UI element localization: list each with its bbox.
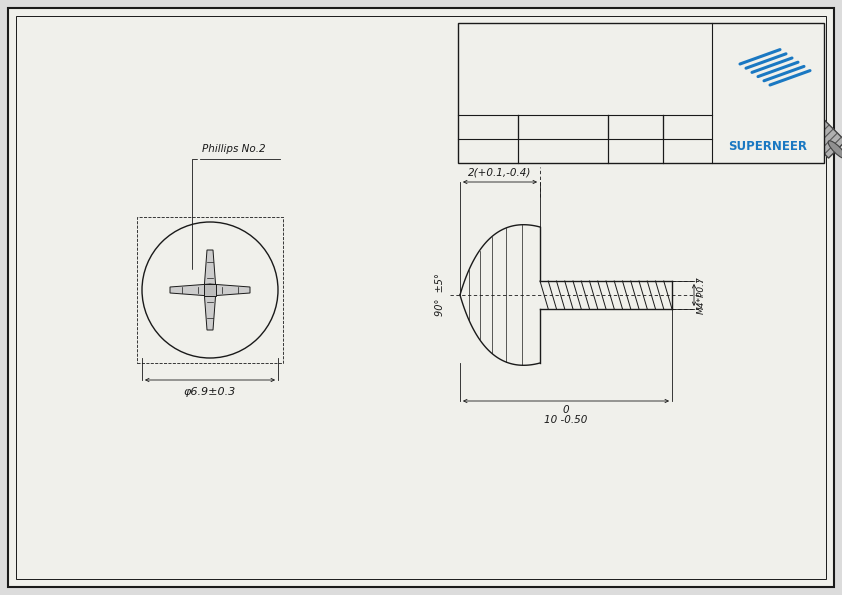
Text: GBMIPPM410B: GBMIPPM410B [666, 141, 737, 151]
Ellipse shape [829, 141, 842, 158]
Text: 0: 0 [562, 405, 569, 415]
FancyArrow shape [701, 88, 779, 92]
Bar [137, 217, 283, 363]
Polygon shape [204, 290, 216, 330]
Text: 10 -0.50: 10 -0.50 [544, 415, 588, 425]
Ellipse shape [683, 70, 797, 117]
Text: Black: Black [666, 117, 692, 127]
Text: 1.117    g: 1.117 g [521, 141, 568, 151]
Text: P/N: P/N [611, 141, 627, 151]
Ellipse shape [685, 68, 795, 112]
Text: Phillips No.2: Phillips No.2 [202, 144, 265, 154]
Text: Material: Material [461, 117, 501, 127]
Text: 2(+0.1,-0.4): 2(+0.1,-0.4) [468, 167, 531, 177]
Polygon shape [170, 284, 210, 296]
Bar [204, 284, 216, 296]
Bar [458, 23, 824, 163]
Text: Description: Description [461, 26, 517, 36]
Polygon shape [204, 250, 216, 290]
Text: M4*P0.7: M4*P0.7 [697, 276, 706, 314]
Polygon shape [775, 88, 842, 158]
Text: Weight: Weight [461, 141, 496, 151]
Text: SUPERNEER: SUPERNEER [728, 140, 807, 153]
Text: Flat Head Screw M4 X 10 mm Steel Black: Flat Head Screw M4 X 10 mm Steel Black [461, 39, 676, 49]
Text: 90°  ±5°: 90° ±5° [435, 274, 445, 317]
Polygon shape [210, 284, 250, 296]
Text: φ6.9±0.3: φ6.9±0.3 [184, 387, 236, 397]
FancyArrow shape [736, 74, 744, 105]
Text: Carbon Steel: Carbon Steel [521, 117, 584, 127]
Ellipse shape [685, 68, 795, 112]
Text: Finish: Finish [611, 117, 640, 127]
